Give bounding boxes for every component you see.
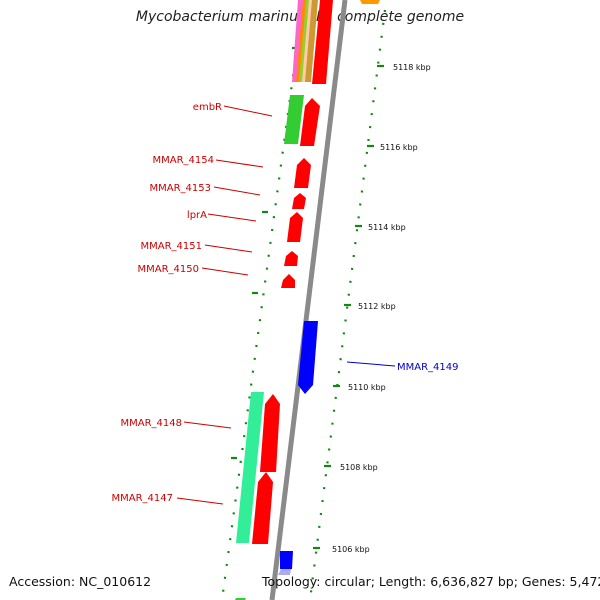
gene-block [312, 0, 333, 84]
scale-label: 5118 kbp [393, 63, 431, 72]
gene-label: embR [193, 102, 222, 113]
scale-label: 5106 kbp [332, 545, 370, 554]
gene-label: lprA [187, 210, 207, 221]
scale-label: 5112 kbp [358, 302, 396, 311]
gene-MMAR_4149 [298, 321, 318, 394]
gene-MMAR_4151 [284, 251, 298, 266]
scale-label: 5114 kbp [368, 223, 406, 232]
gene-block-bottom [280, 551, 293, 569]
genome-backbone [269, 0, 348, 600]
gene-lprA [287, 212, 303, 242]
gene-label: MMAR_4148 [121, 418, 183, 429]
gene-label: MMAR_4151 [141, 241, 203, 252]
gene-MMAR_4154 [294, 158, 311, 188]
gene-MMAR_4153 [292, 193, 306, 209]
gene-label: MMAR_4154 [153, 155, 215, 166]
label-leaders [176, 105, 273, 505]
topology-info: Topology: circular; Length: 6,636,827 bp… [262, 574, 600, 589]
scale-label: 5116 kbp [380, 143, 418, 152]
gene-MMAR_4150 [281, 274, 295, 288]
scale-ticks [313, 64, 384, 550]
gene-label: MMAR_4149 [397, 362, 459, 373]
outer-dotted-ring [308, 9, 387, 600]
gene-label: MMAR_4150 [138, 264, 200, 275]
gene-MMAR_4147 [252, 472, 273, 544]
reverse-genes [278, 321, 318, 575]
gene-label: MMAR_4153 [150, 183, 212, 194]
scale-label: 5108 kbp [340, 463, 378, 472]
cog-color-block [292, 0, 318, 82]
scale-label: 5110 kbp [348, 383, 386, 392]
label-leader-reverse [346, 361, 396, 367]
forward-genes [252, 0, 333, 544]
orange-feature [360, 0, 380, 4]
gene-label: MMAR_4147 [112, 493, 174, 504]
accession-text: Accession: NC_010612 [9, 574, 152, 589]
gene-MMAR_4148 [260, 394, 280, 472]
gene-embR [300, 98, 320, 146]
